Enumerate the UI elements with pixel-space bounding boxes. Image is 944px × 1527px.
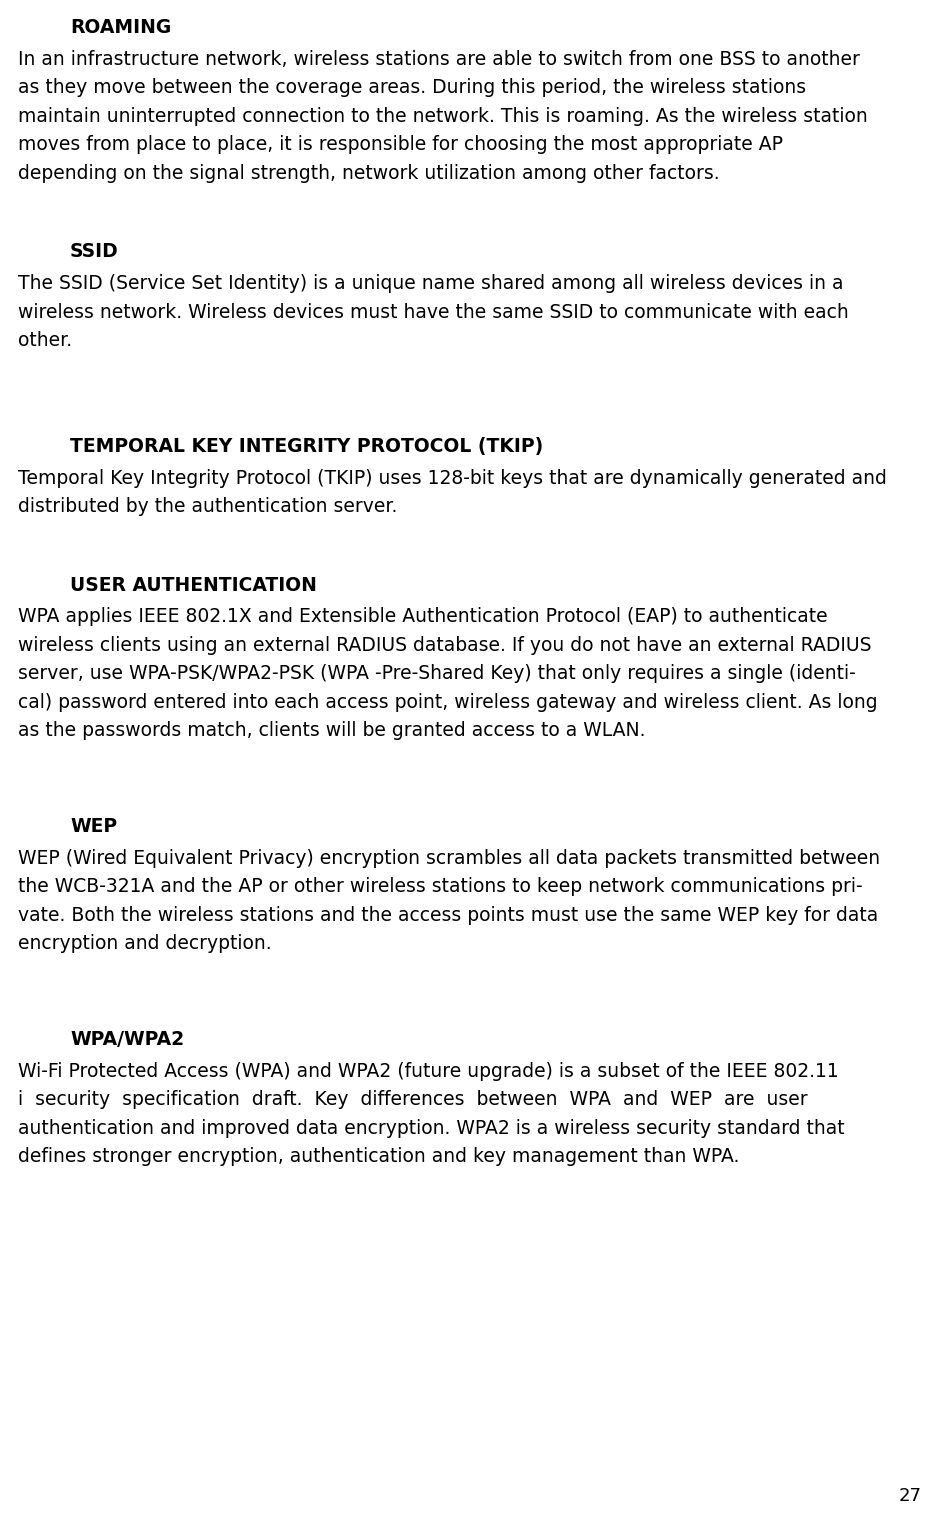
Text: WEP: WEP [70,817,117,835]
Text: maintain uninterrupted connection to the network. This is roaming. As the wirele: maintain uninterrupted connection to the… [18,107,868,125]
Text: encryption and decryption.: encryption and decryption. [18,935,272,953]
Text: i  security  specification  draft.  Key  differences  between  WPA  and  WEP  ar: i security specification draft. Key diff… [18,1090,808,1109]
Text: authentication and improved data encryption. WPA2 is a wireless security standar: authentication and improved data encrypt… [18,1119,845,1138]
Text: cal) password entered into each access point, wireless gateway and wireless clie: cal) password entered into each access p… [18,693,878,712]
Text: The SSID (Service Set Identity) is a unique name shared among all wireless devic: The SSID (Service Set Identity) is a uni… [18,275,844,293]
Text: vate. Both the wireless stations and the access points must use the same WEP key: vate. Both the wireless stations and the… [18,906,878,925]
Text: 27: 27 [899,1487,922,1506]
Text: WEP (Wired Equivalent Privacy) encryption scrambles all data packets transmitted: WEP (Wired Equivalent Privacy) encryptio… [18,849,880,867]
Text: SSID: SSID [70,243,119,261]
Text: distributed by the authentication server.: distributed by the authentication server… [18,498,397,516]
Text: server, use WPA-PSK/WPA2-PSK (WPA -Pre-Shared Key) that only requires a single (: server, use WPA-PSK/WPA2-PSK (WPA -Pre-S… [18,664,856,684]
Text: TEMPORAL KEY INTEGRITY PROTOCOL (TKIP): TEMPORAL KEY INTEGRITY PROTOCOL (TKIP) [70,437,543,455]
Text: moves from place to place, it is responsible for choosing the most appropriate A: moves from place to place, it is respons… [18,136,783,154]
Text: In an infrastructure network, wireless stations are able to switch from one BSS : In an infrastructure network, wireless s… [18,50,860,69]
Text: depending on the signal strength, network utilization among other factors.: depending on the signal strength, networ… [18,163,719,183]
Text: Wi-Fi Protected Access (WPA) and WPA2 (future upgrade) is a subset of the IEEE 8: Wi-Fi Protected Access (WPA) and WPA2 (f… [18,1061,839,1081]
Text: Temporal Key Integrity Protocol (TKIP) uses 128-bit keys that are dynamically ge: Temporal Key Integrity Protocol (TKIP) u… [18,469,886,487]
Text: as they move between the coverage areas. During this period, the wireless statio: as they move between the coverage areas.… [18,78,806,98]
Text: WPA/WPA2: WPA/WPA2 [70,1029,184,1049]
Text: ROAMING: ROAMING [70,18,171,37]
Text: as the passwords match, clients will be granted access to a WLAN.: as the passwords match, clients will be … [18,721,646,741]
Text: other.: other. [18,331,72,350]
Text: wireless clients using an external RADIUS database. If you do not have an extern: wireless clients using an external RADIU… [18,635,871,655]
Text: the WCB-321A and the AP or other wireless stations to keep network communication: the WCB-321A and the AP or other wireles… [18,878,863,896]
Text: defines stronger encryption, authentication and key management than WPA.: defines stronger encryption, authenticat… [18,1147,739,1167]
Text: wireless network. Wireless devices must have the same SSID to communicate with e: wireless network. Wireless devices must … [18,302,849,322]
Text: USER AUTHENTICATION: USER AUTHENTICATION [70,576,317,594]
Text: WPA applies IEEE 802.1X and Extensible Authentication Protocol (EAP) to authenti: WPA applies IEEE 802.1X and Extensible A… [18,608,828,626]
